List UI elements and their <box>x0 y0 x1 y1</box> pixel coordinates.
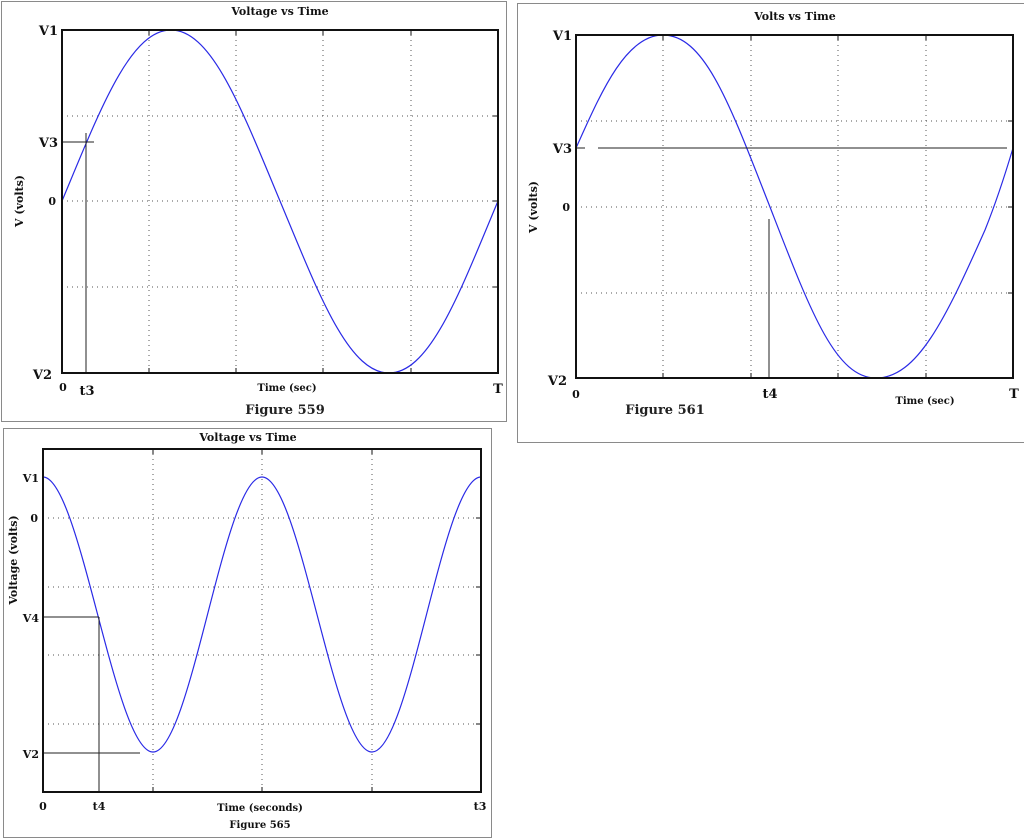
figure-561-y-zero: 0 <box>562 201 570 214</box>
figure-559-y-label: V (volts) <box>13 175 26 228</box>
figure-565-caption: Figure 565 <box>229 820 290 831</box>
figure-565-title: Voltage vs Time <box>198 431 296 444</box>
figure-559-sine-curve <box>61 29 499 374</box>
figure-559-y-v1: V1 <box>38 24 58 39</box>
figure-565-x-label: Time (seconds) <box>217 803 303 814</box>
figure-561: Volts vs Time V1 V3 0 V2 0 t <box>527 10 1019 418</box>
figure-565-frame <box>3 428 492 838</box>
figure-565-y-v1: V1 <box>22 472 39 485</box>
figure-565-y-v2: V2 <box>22 748 39 761</box>
figure-561-y-v1: V1 <box>552 29 572 44</box>
figure-565-grid <box>43 449 481 792</box>
figure-561-title: Volts vs Time <box>753 10 836 23</box>
figure-561-y-label: V (volts) <box>527 181 540 234</box>
figure-559-x-zero: 0 <box>59 381 67 394</box>
figure-565-x-t4: t4 <box>93 800 106 813</box>
figure-559-x-t3: t3 <box>79 384 94 399</box>
figure-565-y-label: Voltage (volts) <box>7 515 20 605</box>
figure-561-x-zero: 0 <box>572 388 580 401</box>
figure-559-plot-area <box>61 29 499 374</box>
figure-559-y-v2: V2 <box>32 368 52 383</box>
figure-561-caption: Figure 561 <box>625 403 705 418</box>
figure-559-x-T: T <box>493 382 503 397</box>
figure-561-x-label: Time (sec) <box>895 396 954 407</box>
figure-559-caption: Figure 559 <box>245 403 325 418</box>
figure-559-frame <box>1 1 507 422</box>
figure-561-plot-area <box>575 34 1014 379</box>
figure-565-x-zero: 0 <box>39 800 47 813</box>
figure-565-x-t3: t3 <box>474 800 487 813</box>
figure-561-y-v2: V2 <box>547 374 567 389</box>
figure-559-y-v3: V3 <box>38 136 58 151</box>
figure-559-y-zero: 0 <box>48 195 56 208</box>
figure-565: Voltage vs Time V1 0 V4 V2 0 t4 <box>7 431 486 831</box>
figure-565-v4-t4-marker <box>43 616 100 792</box>
figure-565-cosine-curve <box>42 476 482 753</box>
figure-561-y-v3: V3 <box>552 142 572 157</box>
figure-565-y-zero: 0 <box>30 512 38 525</box>
figure-565-ticks <box>152 449 481 792</box>
figure-561-ticks <box>662 35 1013 378</box>
figure-561-x-t4: t4 <box>762 387 777 402</box>
figure-561-x-T: T <box>1009 387 1019 402</box>
figure-565-y-v4: V4 <box>22 612 40 625</box>
figure-559-title: Voltage vs Time <box>230 5 328 18</box>
figure-561-grid <box>576 35 1013 378</box>
figure-559: Voltage vs Time V1 V3 0 V2 0 t3 <box>13 5 503 418</box>
figure-565-plot-area <box>42 448 482 793</box>
figure-559-t3-marker <box>62 133 94 373</box>
figure-559-x-label: Time (sec) <box>257 383 316 394</box>
figure-561-frame <box>517 3 1024 443</box>
figure-559-ticks <box>148 30 498 373</box>
figure-559-grid <box>62 30 498 373</box>
